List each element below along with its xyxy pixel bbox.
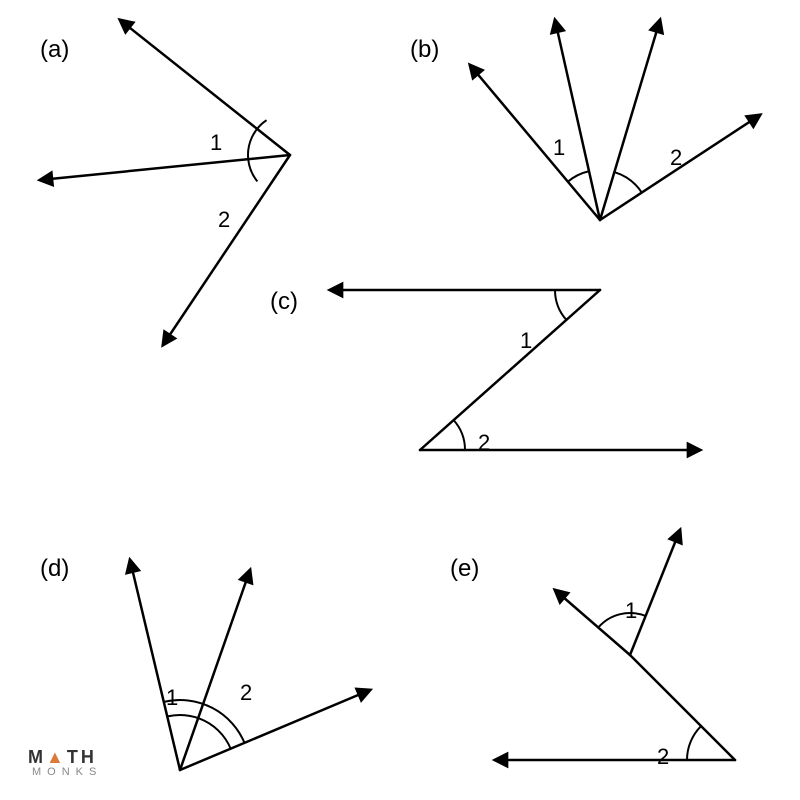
- angle-label: 2: [478, 430, 490, 456]
- angle-label: 1: [625, 598, 637, 624]
- figure-d-tag: (d): [40, 555, 69, 583]
- angle-label: 2: [240, 680, 252, 706]
- logo-triangle-icon: ▲: [46, 747, 67, 767]
- angle-label: 1: [210, 130, 222, 156]
- angle-label: 2: [657, 744, 669, 770]
- figure-c-tag: (c): [270, 288, 298, 316]
- figure-e-tag: (e): [450, 555, 479, 583]
- angle-label: 1: [520, 328, 532, 354]
- logo-line2: MONKS: [32, 766, 102, 778]
- angle-label: 2: [670, 145, 682, 171]
- angle-label: 1: [166, 685, 178, 711]
- brand-logo: M▲TH MONKS: [28, 747, 102, 778]
- logo-line1-post: TH: [67, 747, 97, 767]
- figure-b-tag: (b): [410, 36, 439, 64]
- angle-label: 2: [218, 207, 230, 233]
- angle-label: 1: [553, 135, 565, 161]
- logo-line1-pre: M: [28, 747, 46, 767]
- diagram-canvas: [0, 0, 800, 800]
- figure-a-tag: (a): [40, 36, 69, 64]
